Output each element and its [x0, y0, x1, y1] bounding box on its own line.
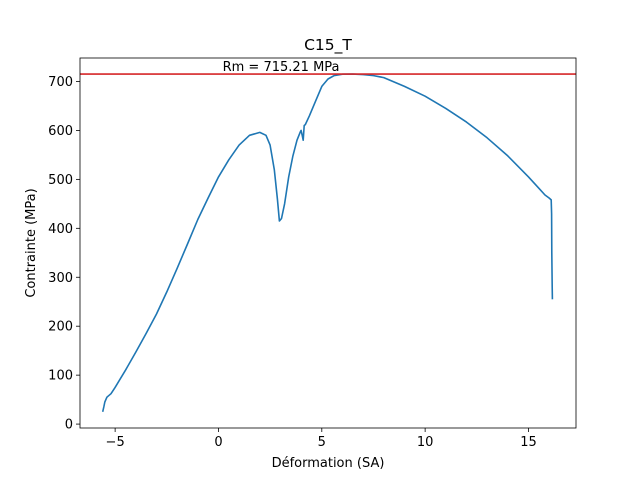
rm-annotation: Rm = 715.21 MPa	[223, 60, 340, 75]
x-tick-label: 0	[214, 435, 222, 450]
x-tick-label: 10	[417, 435, 434, 450]
x-tick-label: 5	[318, 435, 326, 450]
axis-ticks: −5 0 5 10 15 0 100 200 300 400 500 600 700	[48, 75, 537, 450]
series-line	[101, 73, 554, 412]
y-tick-label: 500	[48, 173, 73, 188]
y-axis-label: Contrainte (MPa)	[24, 188, 39, 297]
y-tick-label: 0	[65, 418, 73, 433]
y-tick-label: 700	[48, 75, 73, 90]
y-tick-label: 600	[48, 124, 73, 139]
plot-content: Rm = 715.21 MPa	[80, 60, 576, 412]
plot-area	[80, 58, 576, 428]
y-tick-label: 200	[48, 320, 73, 335]
y-tick-label: 400	[48, 222, 73, 237]
y-tick-label: 100	[48, 369, 73, 384]
y-tick-label: 300	[48, 271, 73, 286]
x-axis-label: Déformation (SA)	[272, 456, 385, 471]
x-tick-label: 15	[520, 435, 537, 450]
x-tick-label: −5	[106, 435, 125, 450]
chart-title: C15_T	[304, 36, 352, 55]
plot-frame	[79, 57, 577, 429]
